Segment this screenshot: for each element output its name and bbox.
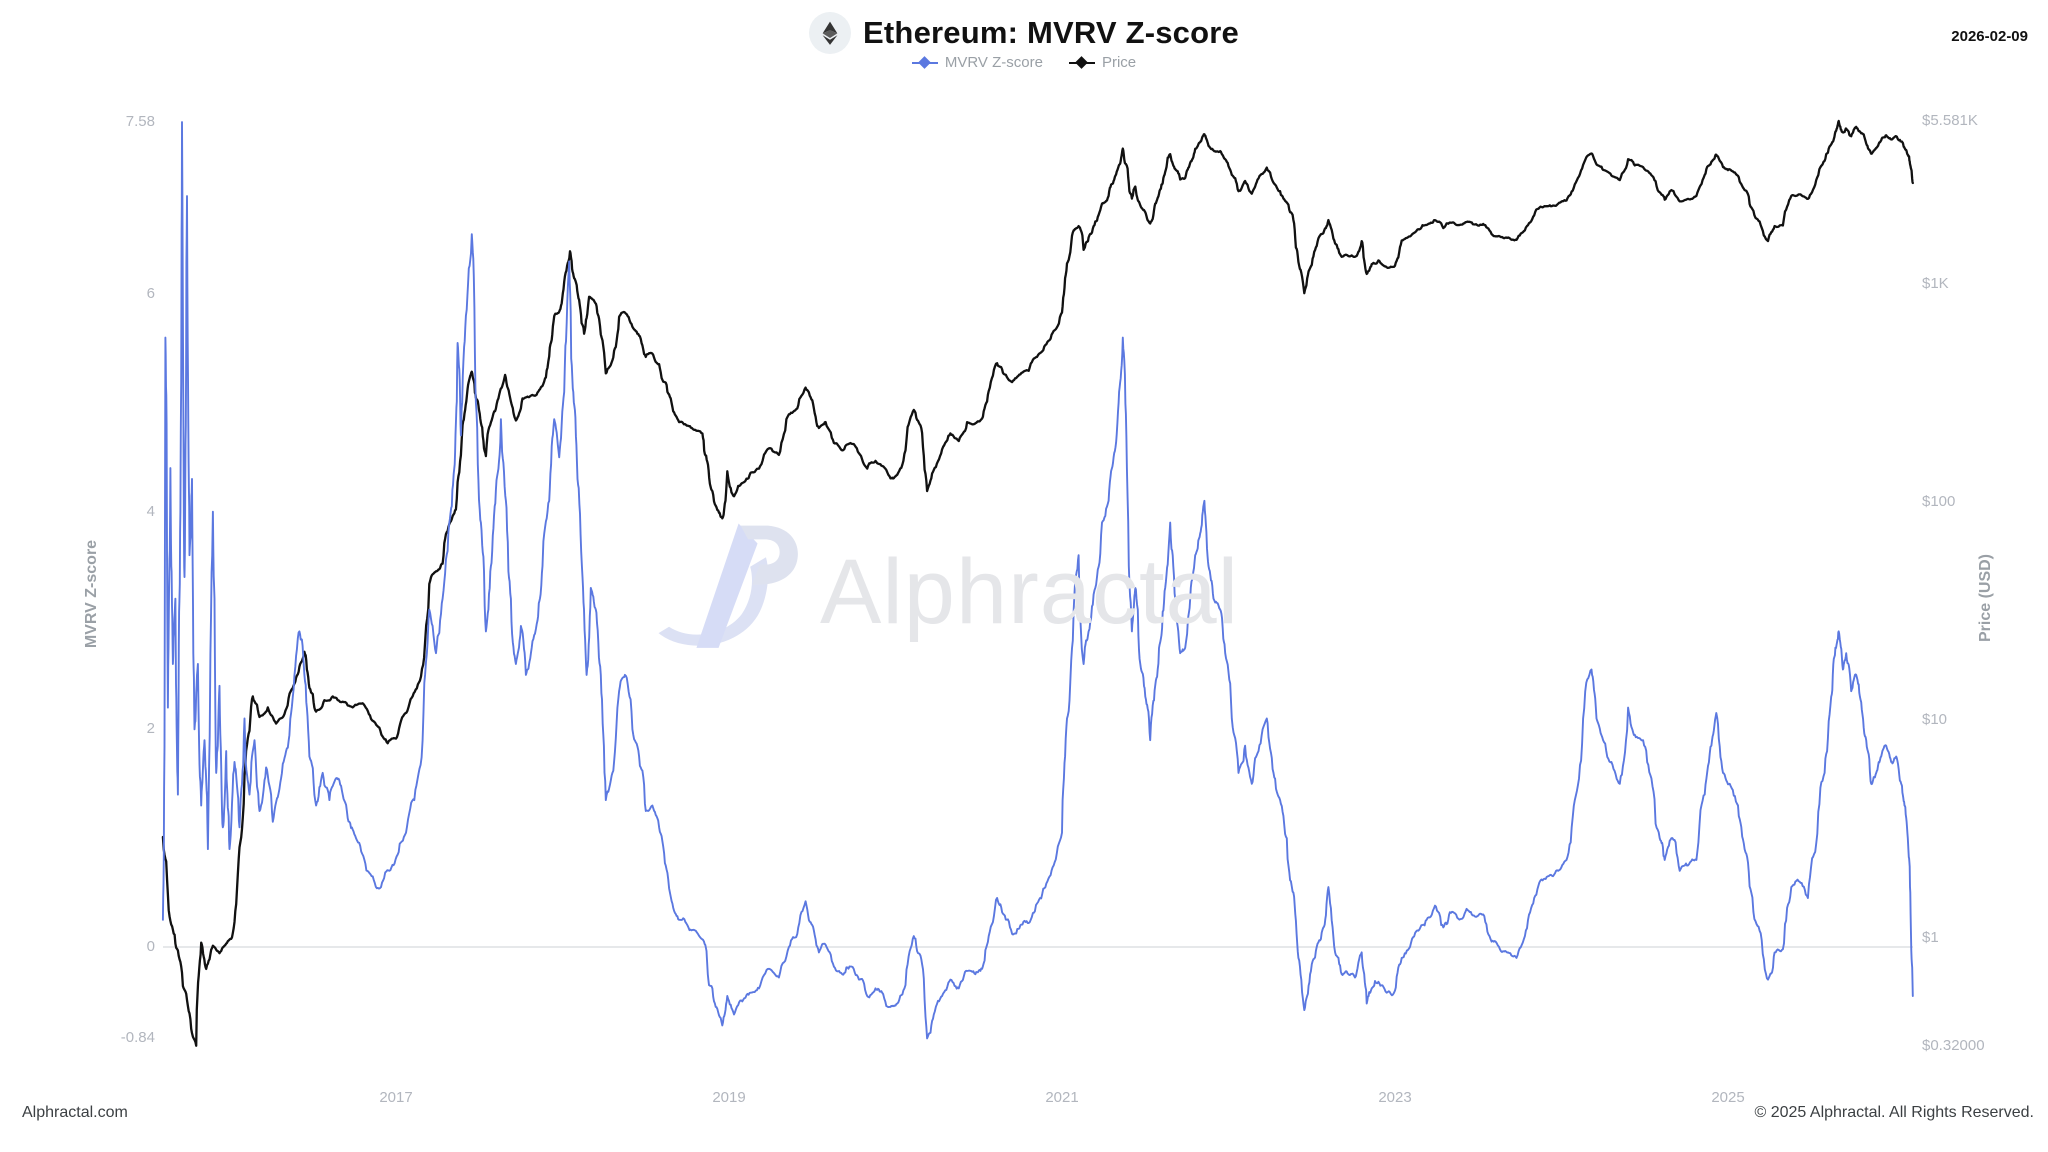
legend-item-mvrv[interactable]: MVRV Z-score xyxy=(911,54,1043,71)
mvrv-series-marker-icon xyxy=(911,56,938,69)
site-link[interactable]: Alphractal.com xyxy=(22,1104,128,1121)
x-tick-2023: 2023 xyxy=(1378,1089,1412,1106)
y-right-tick-$5.581K: $5.581K xyxy=(1922,112,1978,129)
y-right-tick-$1: $1 xyxy=(1922,928,1939,946)
y-left-tick-0: 0 xyxy=(146,938,155,955)
left-axis-title: MVRV Z-score xyxy=(83,539,100,649)
y-left-tick-7.58: 7.58 xyxy=(125,113,155,131)
x-tick-2021: 2021 xyxy=(1045,1089,1079,1106)
legend-label-price: Price xyxy=(1101,54,1137,71)
as-of-date: 2026-02-09 xyxy=(1951,28,2028,45)
mvrv-zscore-line[interactable] xyxy=(161,121,1914,1040)
y-left-tick-6: 6 xyxy=(146,285,155,303)
y-right-tick-$10: $10 xyxy=(1922,710,1948,728)
y-right-tick-$0.32000: $0.32000 xyxy=(1922,1036,1985,1054)
header: Ethereum: MVRV Z-score xyxy=(0,12,2048,54)
y-left-tick-2: 2 xyxy=(146,720,155,738)
price-series-marker-icon xyxy=(1068,56,1095,69)
x-tick-2019: 2019 xyxy=(712,1089,746,1106)
legend-item-price[interactable]: Price xyxy=(1068,54,1137,71)
y-left-tick-4: 4 xyxy=(146,502,155,520)
ethereum-logo-icon xyxy=(809,12,852,54)
page-title: Ethereum: MVRV Z-score xyxy=(863,15,1239,50)
legend-label-mvrv: MVRV Z-score xyxy=(944,54,1043,71)
y-left-tick--0.84: -0.84 xyxy=(120,1029,155,1047)
right-axis-title: Price (USD) xyxy=(1977,553,1994,643)
legend: MVRV Z-score Price xyxy=(0,54,2048,71)
x-tick-2017: 2017 xyxy=(379,1089,413,1106)
x-tick-2025: 2025 xyxy=(1711,1089,1745,1106)
price-line[interactable] xyxy=(161,119,1914,1047)
plot-area[interactable] xyxy=(163,90,1913,1042)
copyright-text: © 2025 Alphractal. All Rights Reserved. xyxy=(1754,1104,2035,1121)
y-right-tick-$1K: $1K xyxy=(1922,274,1949,292)
y-right-tick-$100: $100 xyxy=(1922,492,1956,510)
